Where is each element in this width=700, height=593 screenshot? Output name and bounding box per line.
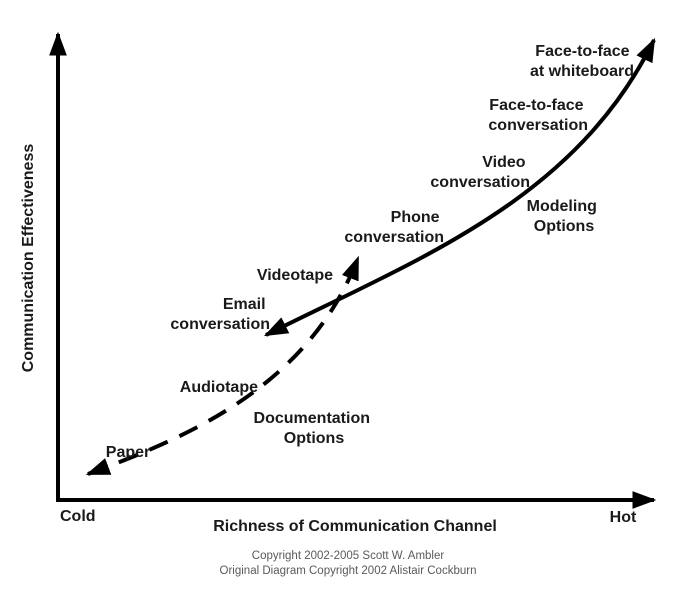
documentation-options-curve (85, 255, 360, 476)
axes-lines (49, 31, 657, 509)
label-video-conversation: Video conversation (430, 154, 530, 191)
label-paper: Paper (106, 444, 150, 461)
label-phone-conversation: Phone conversation (344, 209, 444, 246)
label-line: conversation (170, 316, 270, 333)
label-documentation-options: Documentation Options (254, 410, 375, 447)
x-axis-min-label: Cold (60, 508, 96, 525)
y-axis-label: Communication Effectiveness (20, 144, 37, 373)
label-modeling-options: Modeling Options (527, 198, 602, 235)
label-line: Documentation (254, 410, 370, 427)
label-face-to-face-conversation: Face-to-face conversation (488, 97, 588, 134)
label-line: conversation (344, 229, 444, 246)
x-axis-max-label: Hot (610, 509, 637, 526)
label-line: Face-to-face (489, 97, 583, 114)
label-line: Email (223, 296, 266, 313)
label-line: at whiteboard (530, 63, 634, 80)
label-line: conversation (430, 174, 530, 191)
label-line: Modeling (527, 198, 597, 215)
label-face-to-face-whiteboard: Face-to-face at whiteboard (530, 43, 634, 80)
copyright-line-1: Copyright 2002-2005 Scott W. Ambler (252, 550, 445, 562)
x-axis-label: Richness of Communication Channel (213, 518, 497, 535)
label-line: conversation (488, 117, 588, 134)
label-email-conversation: Email conversation (170, 296, 270, 333)
label-videotape: Videotape (257, 267, 333, 284)
label-line: Video (482, 154, 526, 171)
label-line: Phone (391, 209, 440, 226)
copyright-line-2: Original Diagram Copyright 2002 Alistair… (220, 565, 477, 577)
label-line: Options (284, 430, 345, 447)
label-audiotape: Audiotape (180, 379, 258, 396)
label-line: Face-to-face (535, 43, 629, 60)
label-line: Options (534, 218, 595, 235)
